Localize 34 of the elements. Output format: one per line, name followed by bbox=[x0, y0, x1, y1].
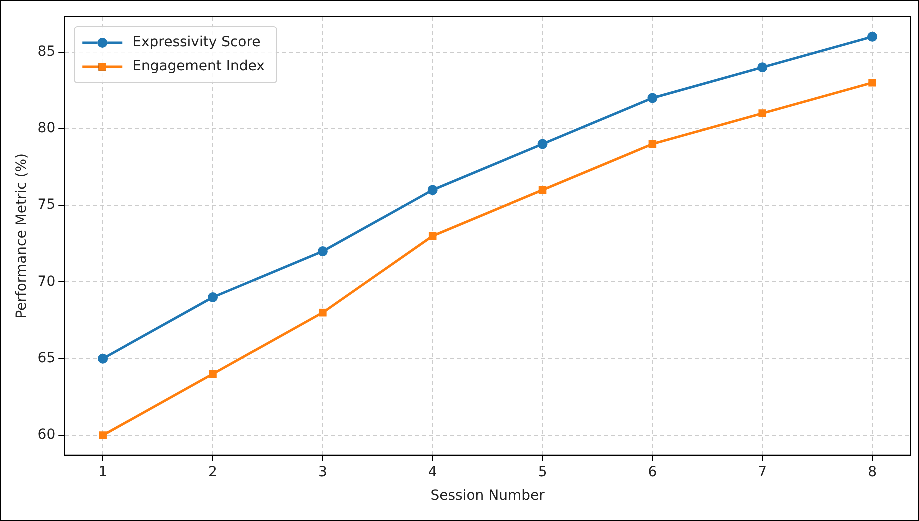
y-tick-label: 75 bbox=[38, 197, 56, 214]
legend-label: Engagement Index bbox=[132, 58, 265, 75]
x-tick-label: 8 bbox=[868, 464, 877, 480]
y-tick-label: 80 bbox=[38, 120, 56, 137]
point bbox=[428, 232, 437, 240]
point bbox=[868, 79, 876, 87]
point bbox=[208, 292, 218, 303]
point bbox=[318, 246, 328, 257]
point bbox=[648, 140, 657, 148]
legend-label: Expressivity Score bbox=[132, 34, 261, 51]
point bbox=[428, 185, 438, 196]
point bbox=[538, 139, 548, 150]
point bbox=[758, 62, 768, 73]
x-tick-label: 6 bbox=[648, 464, 658, 480]
point bbox=[868, 32, 878, 42]
x-tick-label: 1 bbox=[98, 464, 108, 480]
x-tick-label: 7 bbox=[758, 464, 768, 480]
point bbox=[98, 354, 108, 364]
y-tick-label: 70 bbox=[38, 274, 56, 290]
point bbox=[648, 93, 658, 104]
x-tick-label: 3 bbox=[318, 464, 328, 480]
point bbox=[319, 308, 327, 317]
x-tick-label: 4 bbox=[428, 464, 438, 480]
x-tick-label: 2 bbox=[208, 464, 218, 480]
point bbox=[99, 432, 107, 440]
x-tick-label: 5 bbox=[538, 464, 548, 480]
point bbox=[758, 110, 766, 118]
y-axis-title: Performance Metric (%) bbox=[14, 154, 30, 319]
point bbox=[209, 370, 217, 378]
y-tick-label: 85 bbox=[38, 44, 56, 60]
y-tick-label: 60 bbox=[38, 427, 56, 444]
point bbox=[538, 186, 547, 194]
y-tick-label: 65 bbox=[38, 350, 56, 366]
x-axis-title: Session Number bbox=[430, 488, 546, 504]
